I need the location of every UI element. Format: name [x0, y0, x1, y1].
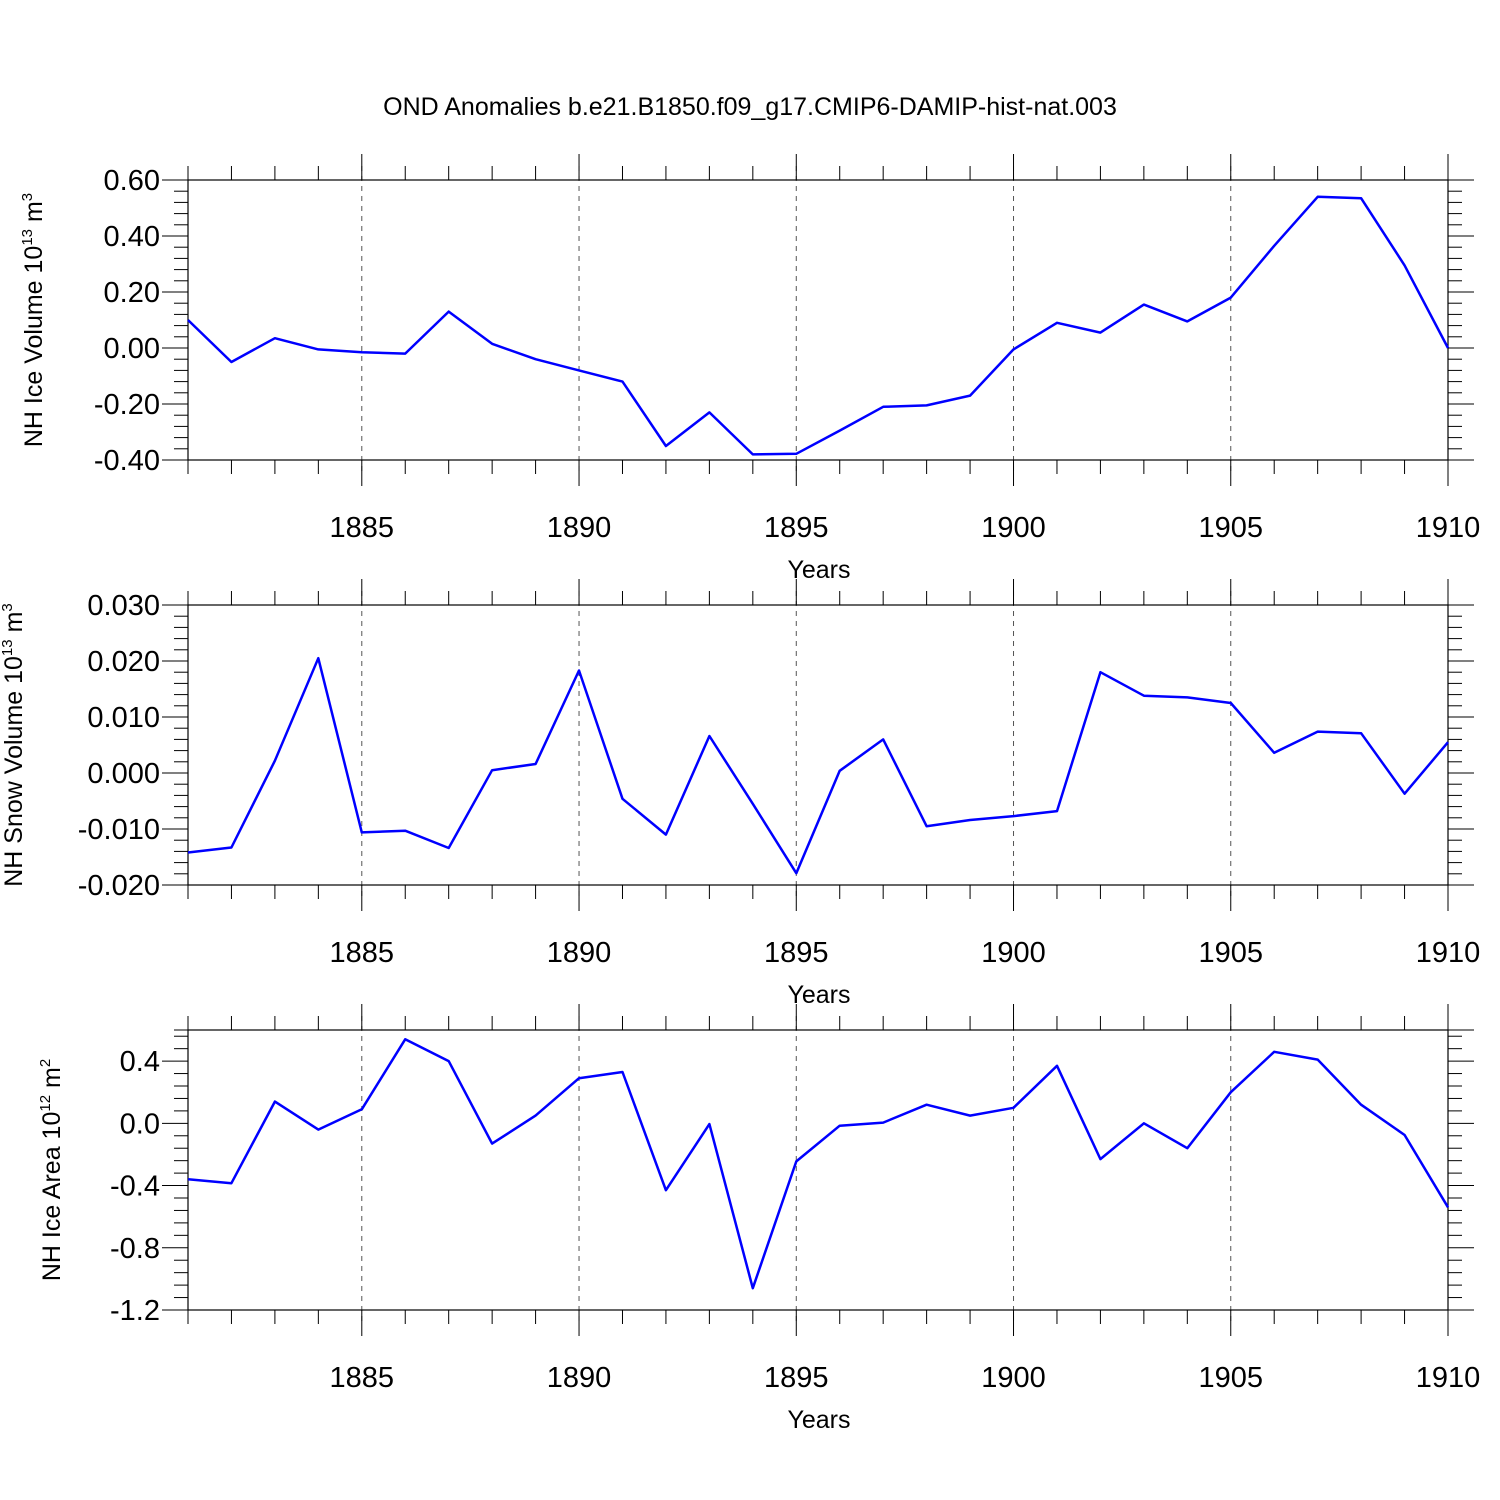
y-axis-label: NH Ice Area 1012 m2 [37, 1059, 66, 1281]
panel-1: 1885 1890 1895 1900 1905 1910 Years -0.40 -0.20 0… [19, 154, 1480, 584]
x-tick-label: 1890 [547, 512, 612, 544]
panel-3: 1885 1890 1895 1900 1905 1910 Years -1.2 -0.8 -0.… [37, 1004, 1480, 1434]
x-tick-label: 1895 [764, 937, 829, 969]
y-tick-label: 0.0 [120, 1108, 160, 1140]
y-tick-label: -0.40 [94, 445, 160, 477]
y-tick-label: 0.40 [104, 221, 160, 253]
y-tick-label: 0.4 [120, 1046, 160, 1078]
x-tick-label: 1885 [330, 512, 395, 544]
y-tick-label: -1.2 [110, 1295, 160, 1327]
y-tick-label: 0.60 [104, 165, 160, 197]
panel-2: 1885 1890 1895 1900 1905 1910 Years -0.020 -0.01… [0, 579, 1480, 1009]
x-tick-label: 1910 [1416, 937, 1481, 969]
y-tick-label: 0.030 [87, 590, 160, 622]
y-axis-label: NH Snow Volume 1013 m3 [0, 603, 28, 887]
x-axis-label: Years [787, 981, 850, 1009]
y-tick-label: -0.010 [78, 814, 160, 846]
data-series-line [187, 1038, 1450, 1290]
chart-title: OND Anomalies b.e21.B1850.f09_g17.CMIP6-… [383, 93, 1117, 121]
x-tick-label: 1900 [981, 937, 1046, 969]
x-tick-label: 1910 [1416, 1362, 1481, 1394]
x-tick-label: 1905 [1199, 1362, 1264, 1394]
x-tick-label: 1895 [764, 512, 829, 544]
y-tick-label: 0.000 [87, 758, 160, 790]
x-axis-label: Years [787, 1406, 850, 1434]
x-tick-label: 1905 [1199, 512, 1264, 544]
y-tick-label: 0.00 [104, 333, 160, 365]
x-tick-label: 1890 [547, 1362, 612, 1394]
y-tick-label: -0.4 [110, 1171, 160, 1203]
data-series-line [187, 656, 1449, 875]
plot-frame [187, 1029, 1449, 1311]
y-tick-label: 0.20 [104, 277, 160, 309]
y-tick-label: -0.8 [110, 1233, 160, 1265]
x-tick-label: 1885 [330, 1362, 395, 1394]
x-tick-label: 1900 [981, 1362, 1046, 1394]
plot-frame [187, 179, 1449, 461]
y-tick-label: -0.020 [78, 870, 160, 902]
x-tick-label: 1890 [547, 937, 612, 969]
y-tick-label: 0.020 [87, 646, 160, 678]
y-tick-label: 0.010 [87, 702, 160, 734]
x-axis-label: Years [787, 556, 850, 584]
y-axis-label: NH Ice Volume 1013 m3 [19, 193, 48, 447]
x-tick-label: 1885 [330, 937, 395, 969]
x-tick-label: 1895 [764, 1362, 829, 1394]
x-tick-label: 1900 [981, 512, 1046, 544]
y-tick-label: -0.20 [94, 389, 160, 421]
data-series-line [187, 195, 1450, 456]
plot-frame [187, 604, 1449, 886]
x-tick-label: 1910 [1416, 512, 1481, 544]
x-tick-label: 1905 [1199, 937, 1264, 969]
